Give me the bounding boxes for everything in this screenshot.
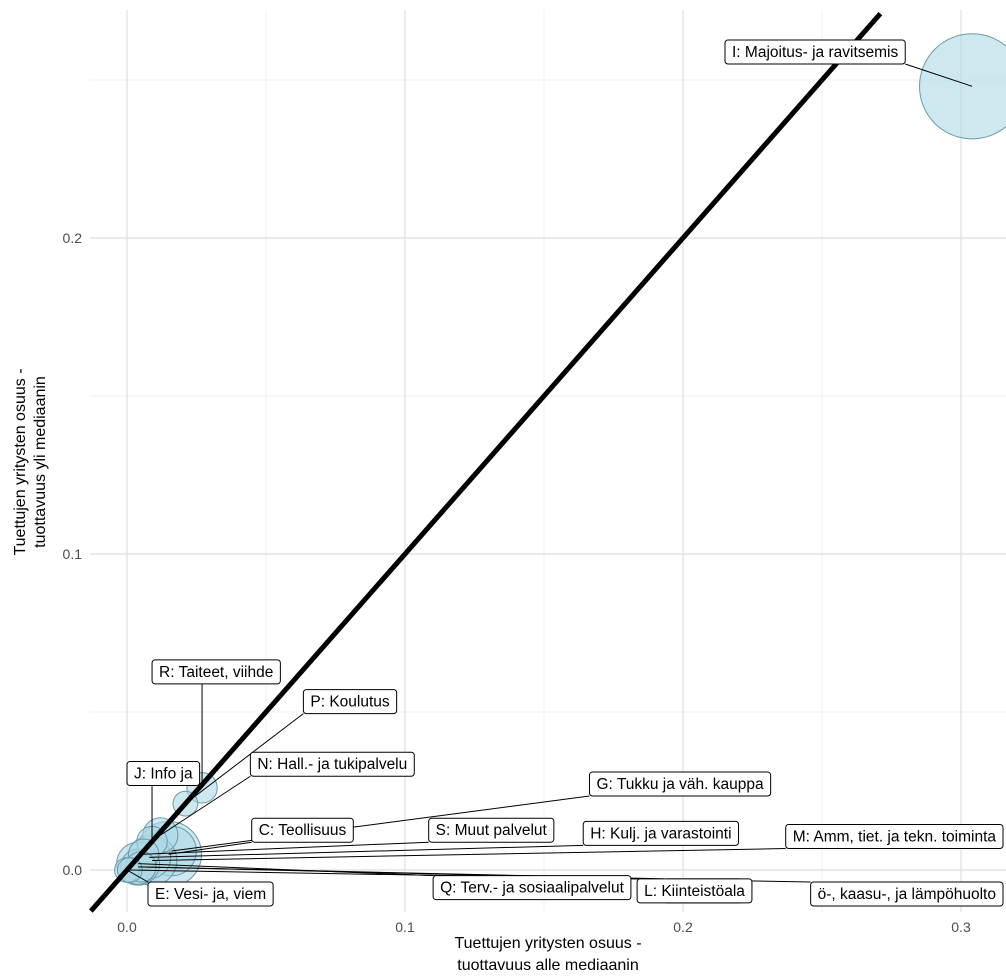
point-label: C: Teollisuus (251, 817, 354, 843)
label-leader (905, 63, 973, 87)
point-label: L: Kiinteistöala (636, 878, 753, 904)
point-label-box (582, 820, 740, 846)
point-label-text: H: Kulj. ja varastointi (590, 825, 731, 842)
point-label: M: Amm, tiet. ja tekn. toiminta (785, 824, 1004, 850)
grid (90, 10, 1006, 912)
tick-labels: 0.0 0.1 0.2 0.3 0.0 0.1 0.2 (63, 230, 971, 935)
data-point (919, 33, 1006, 140)
point-label: R: Taiteet, viihde (151, 659, 281, 685)
point-label: S: Muut palvelut (428, 817, 555, 843)
point-label-box (147, 881, 274, 907)
x-tick-label: 0.2 (673, 919, 693, 935)
y-tick-label: 0.1 (63, 546, 83, 562)
point-label-box (724, 39, 906, 65)
y-tick-label: 0.2 (63, 230, 83, 246)
point-label-box (636, 878, 753, 904)
label-leader (126, 869, 149, 883)
y-axis-title-line-1: Tuettujen yritysten osuus - (12, 368, 29, 555)
point-label-text: I: Majoitus- ja ravitsemis (732, 44, 898, 61)
point-label-text: N: Hall.- ja tukipalvelu (257, 756, 407, 773)
point-label-text: S: Muut palvelut (436, 822, 548, 839)
point-label: E: Vesi- ja, viem (147, 881, 274, 907)
y-axis-title-line-2: tuottavuus yli mediaanin (32, 376, 49, 548)
label-leader (185, 713, 304, 805)
point-label: J: Info ja (126, 761, 201, 787)
point-label-text: Q: Terv.- ja sosiaalipalvelut (440, 880, 624, 897)
label-leader (143, 841, 429, 855)
label-leader (160, 775, 251, 836)
x-axis-title-line-1: Tuettujen yritysten osuus - (454, 935, 641, 952)
x-tick-label: 0.1 (395, 919, 415, 935)
point-label-box (302, 689, 398, 715)
label-leader (171, 795, 590, 852)
label-leader (152, 848, 786, 862)
point-label-box (151, 659, 281, 685)
point-labels: I: Majoitus- ja ravitsemis R: Taiteet, vi… (126, 39, 1004, 907)
point-label-text: R: Taiteet, viihde (159, 664, 273, 681)
y-tick-label: 0.0 (63, 862, 83, 878)
x-tick-label: 0.3 (951, 919, 971, 935)
point-label-text: E: Vesi- ja, viem (155, 886, 266, 903)
point-label-box (126, 761, 201, 787)
label-leader (149, 844, 584, 858)
point-label: N: Hall.- ja tukipalvelu (249, 751, 415, 777)
point-label-box (588, 771, 772, 797)
point-label-box (249, 751, 415, 777)
point-label: G: Tukku ja väh. kauppa (588, 771, 772, 797)
point-label-box (810, 881, 1004, 907)
point-label-box (428, 817, 555, 843)
point-label-text: ö-, kaasu-, ja lämpöhuolto (818, 886, 996, 903)
point-label-text: P: Koulutus (310, 694, 390, 711)
x-tick-label: 0.0 (117, 919, 137, 935)
reference-line-y-equals-x (88, 11, 883, 913)
point-label: P: Koulutus (302, 689, 398, 715)
point-label-box (785, 824, 1004, 850)
point-label-box (432, 875, 632, 901)
point-label-text: C: Teollisuus (259, 822, 347, 839)
point-label-text: M: Amm, tiet. ja tekn. toiminta (793, 829, 997, 846)
point-label: I: Majoitus- ja ravitsemis (724, 39, 906, 65)
point-label: H: Kulj. ja varastointi (582, 820, 740, 846)
point-label-text: L: Kiinteistöala (644, 883, 745, 900)
x-axis-title-line-2: tuottavuus alle mediaanin (457, 957, 638, 974)
point-label: Q: Terv.- ja sosiaalipalvelut (432, 875, 632, 901)
point-label: ö-, kaasu-, ja lämpöhuolto (810, 881, 1004, 907)
bubbles (114, 33, 1006, 888)
point-label-text: G: Tukku ja väh. kauppa (596, 776, 764, 793)
point-label-text: J: Info ja (134, 766, 193, 783)
point-label-box (251, 817, 354, 843)
